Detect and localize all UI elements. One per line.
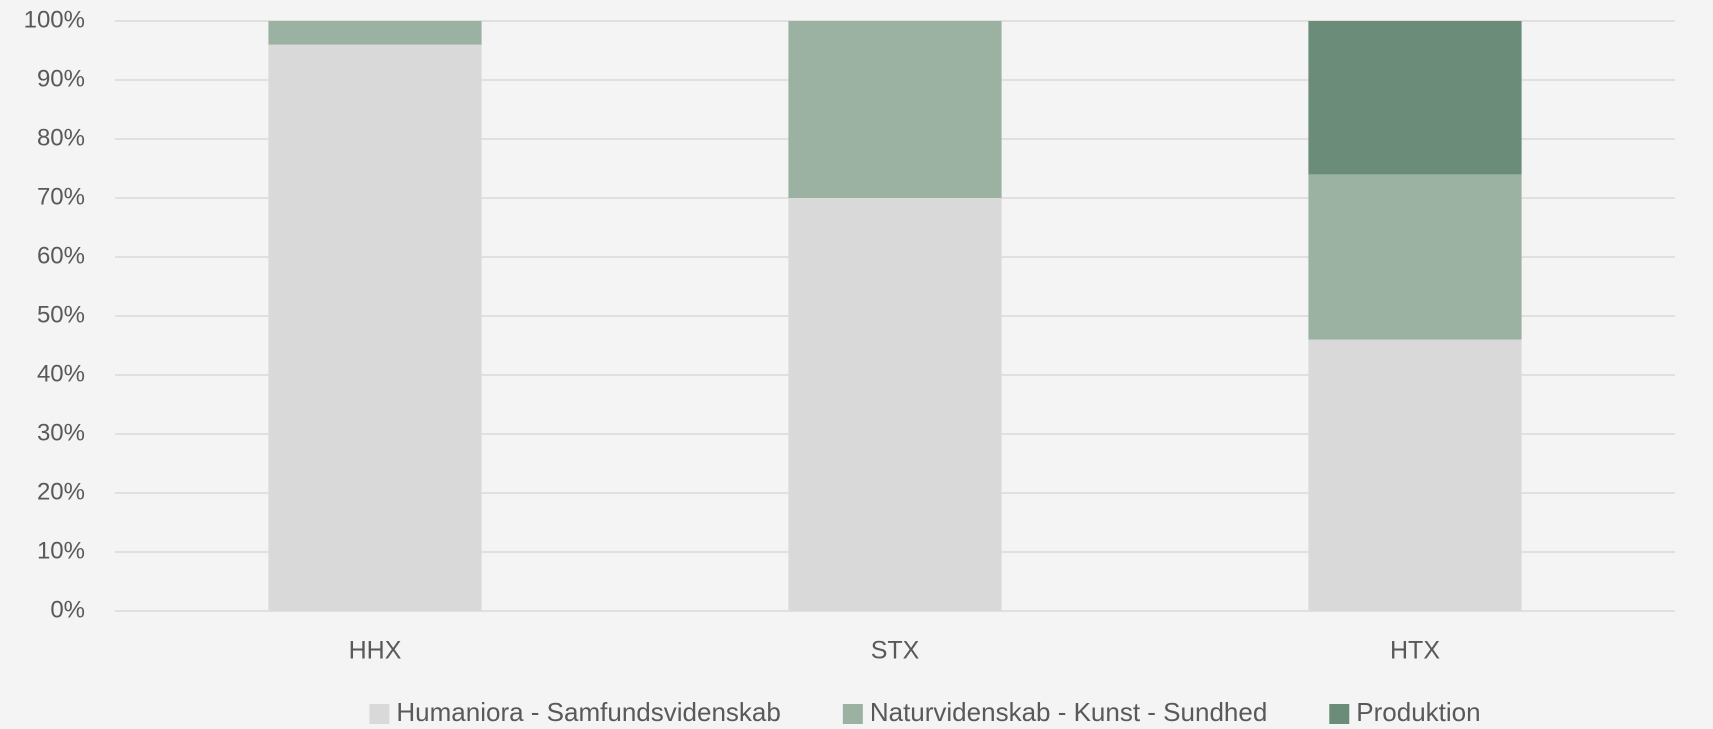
y-tick-label: 40% <box>37 360 85 387</box>
bar-segment <box>268 44 482 612</box>
y-tick-label: 30% <box>37 419 85 446</box>
bar-segment <box>788 198 1002 611</box>
legend-label: Produktion <box>1356 697 1480 727</box>
y-tick-label: 100% <box>24 6 85 33</box>
bar-segment <box>1308 339 1522 611</box>
bar-segment <box>1308 174 1522 340</box>
y-tick-label: 0% <box>50 596 85 623</box>
x-tick-label: HHX <box>349 637 402 665</box>
y-tick-label: 90% <box>37 65 85 92</box>
legend-swatch <box>369 704 390 724</box>
legend-swatch <box>1329 704 1350 724</box>
y-tick-label: 70% <box>37 183 85 210</box>
bar-segment <box>788 21 1002 198</box>
legend-label: Humaniora - Samfundsvidenskab <box>396 697 780 727</box>
y-tick-label: 20% <box>37 478 85 505</box>
y-tick-label: 10% <box>37 537 85 564</box>
legend-label: Naturvidenskab - Kunst - Sundhed <box>870 697 1267 727</box>
bar-segment <box>268 21 482 45</box>
x-tick-label: HTX <box>1390 637 1440 665</box>
y-tick-label: 60% <box>37 242 85 269</box>
bar-segment <box>1308 21 1522 175</box>
y-tick-label: 50% <box>37 301 85 328</box>
legend-swatch <box>842 704 863 724</box>
x-tick-label: STX <box>871 637 920 665</box>
y-tick-label: 80% <box>37 124 85 151</box>
